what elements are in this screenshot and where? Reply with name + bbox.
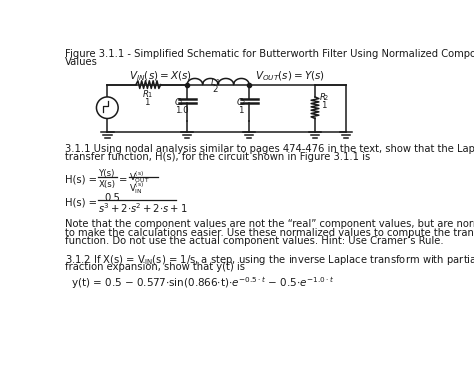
Text: 1: 1 [215,79,219,85]
Circle shape [96,97,118,119]
Text: H(s) =: H(s) = [64,175,97,185]
Text: function. Do not use the actual component values. Hint: Use Cramer’s Rule.: function. Do not use the actual componen… [64,236,443,246]
Text: 1: 1 [144,98,149,107]
Text: 2: 2 [213,85,218,95]
Text: 0.5: 0.5 [104,193,120,203]
Text: H(s) =: H(s) = [64,198,97,208]
Text: Y(s): Y(s) [99,169,115,178]
Text: R: R [319,93,326,102]
Text: R: R [143,90,149,99]
Text: V$_{\mathregular{OUT}}^{\mathregular{(s)}}$: V$_{\mathregular{OUT}}^{\mathregular{(s)… [129,169,150,185]
Text: 3.1.2 If X(s) = V$_{\mathregular{IN}}$(s) = 1/s, a step, using the inverse Lapla: 3.1.2 If X(s) = V$_{\mathregular{IN}}$(s… [64,253,474,267]
Text: 2: 2 [324,95,328,101]
Text: $V_{IN}(s) = X(s)$: $V_{IN}(s) = X(s)$ [129,69,192,83]
Text: $s^3 + 2{\cdot}s^2 + 2{\cdot}s + 1$: $s^3 + 2{\cdot}s^2 + 2{\cdot}s + 1$ [98,201,187,215]
Text: Values: Values [64,57,98,67]
Text: C: C [175,99,181,107]
Text: C: C [237,99,243,107]
Text: 2: 2 [241,100,245,106]
Text: Figure 3.1.1 - Simplified Schematic for Butterworth Filter Using Normalized Comp: Figure 3.1.1 - Simplified Schematic for … [64,49,474,59]
Text: transfer function, H(s), for the circuit shown in Figure 3.1.1 is: transfer function, H(s), for the circuit… [64,152,370,162]
Text: X(s): X(s) [99,180,116,189]
Text: 1.0: 1.0 [175,106,189,115]
Text: y(t) = 0.5 $-$ 0.577$\cdot$sin(0.866$\cdot$t)$\cdot e^{-0.5\cdot t}$ $-$ 0.5$\cd: y(t) = 0.5 $-$ 0.577$\cdot$sin(0.866$\cd… [71,275,334,291]
Text: 3.1.1 Using nodal analysis similar to pages 474-476 in the text, show that the L: 3.1.1 Using nodal analysis similar to pa… [64,144,474,154]
Text: 1: 1 [179,100,182,106]
Text: 1: 1 [238,106,244,115]
Text: V$_{\mathregular{IN}}^{\mathregular{(s)}}$: V$_{\mathregular{IN}}^{\mathregular{(s)}… [129,180,144,196]
Text: L: L [211,78,216,87]
Text: $V_{OUT}(s) = Y(s)$: $V_{OUT}(s) = Y(s)$ [255,69,325,83]
Text: to make the calculations easier. Use these normalized values to compute the tran: to make the calculations easier. Use the… [64,228,474,238]
Text: 1: 1 [147,92,151,97]
Text: 1: 1 [321,101,327,110]
Text: fraction expansion, show that y(t) is: fraction expansion, show that y(t) is [64,262,245,272]
Text: Note that the component values are not the “real” component values, but are norm: Note that the component values are not t… [64,219,474,229]
Text: =: = [119,175,128,185]
